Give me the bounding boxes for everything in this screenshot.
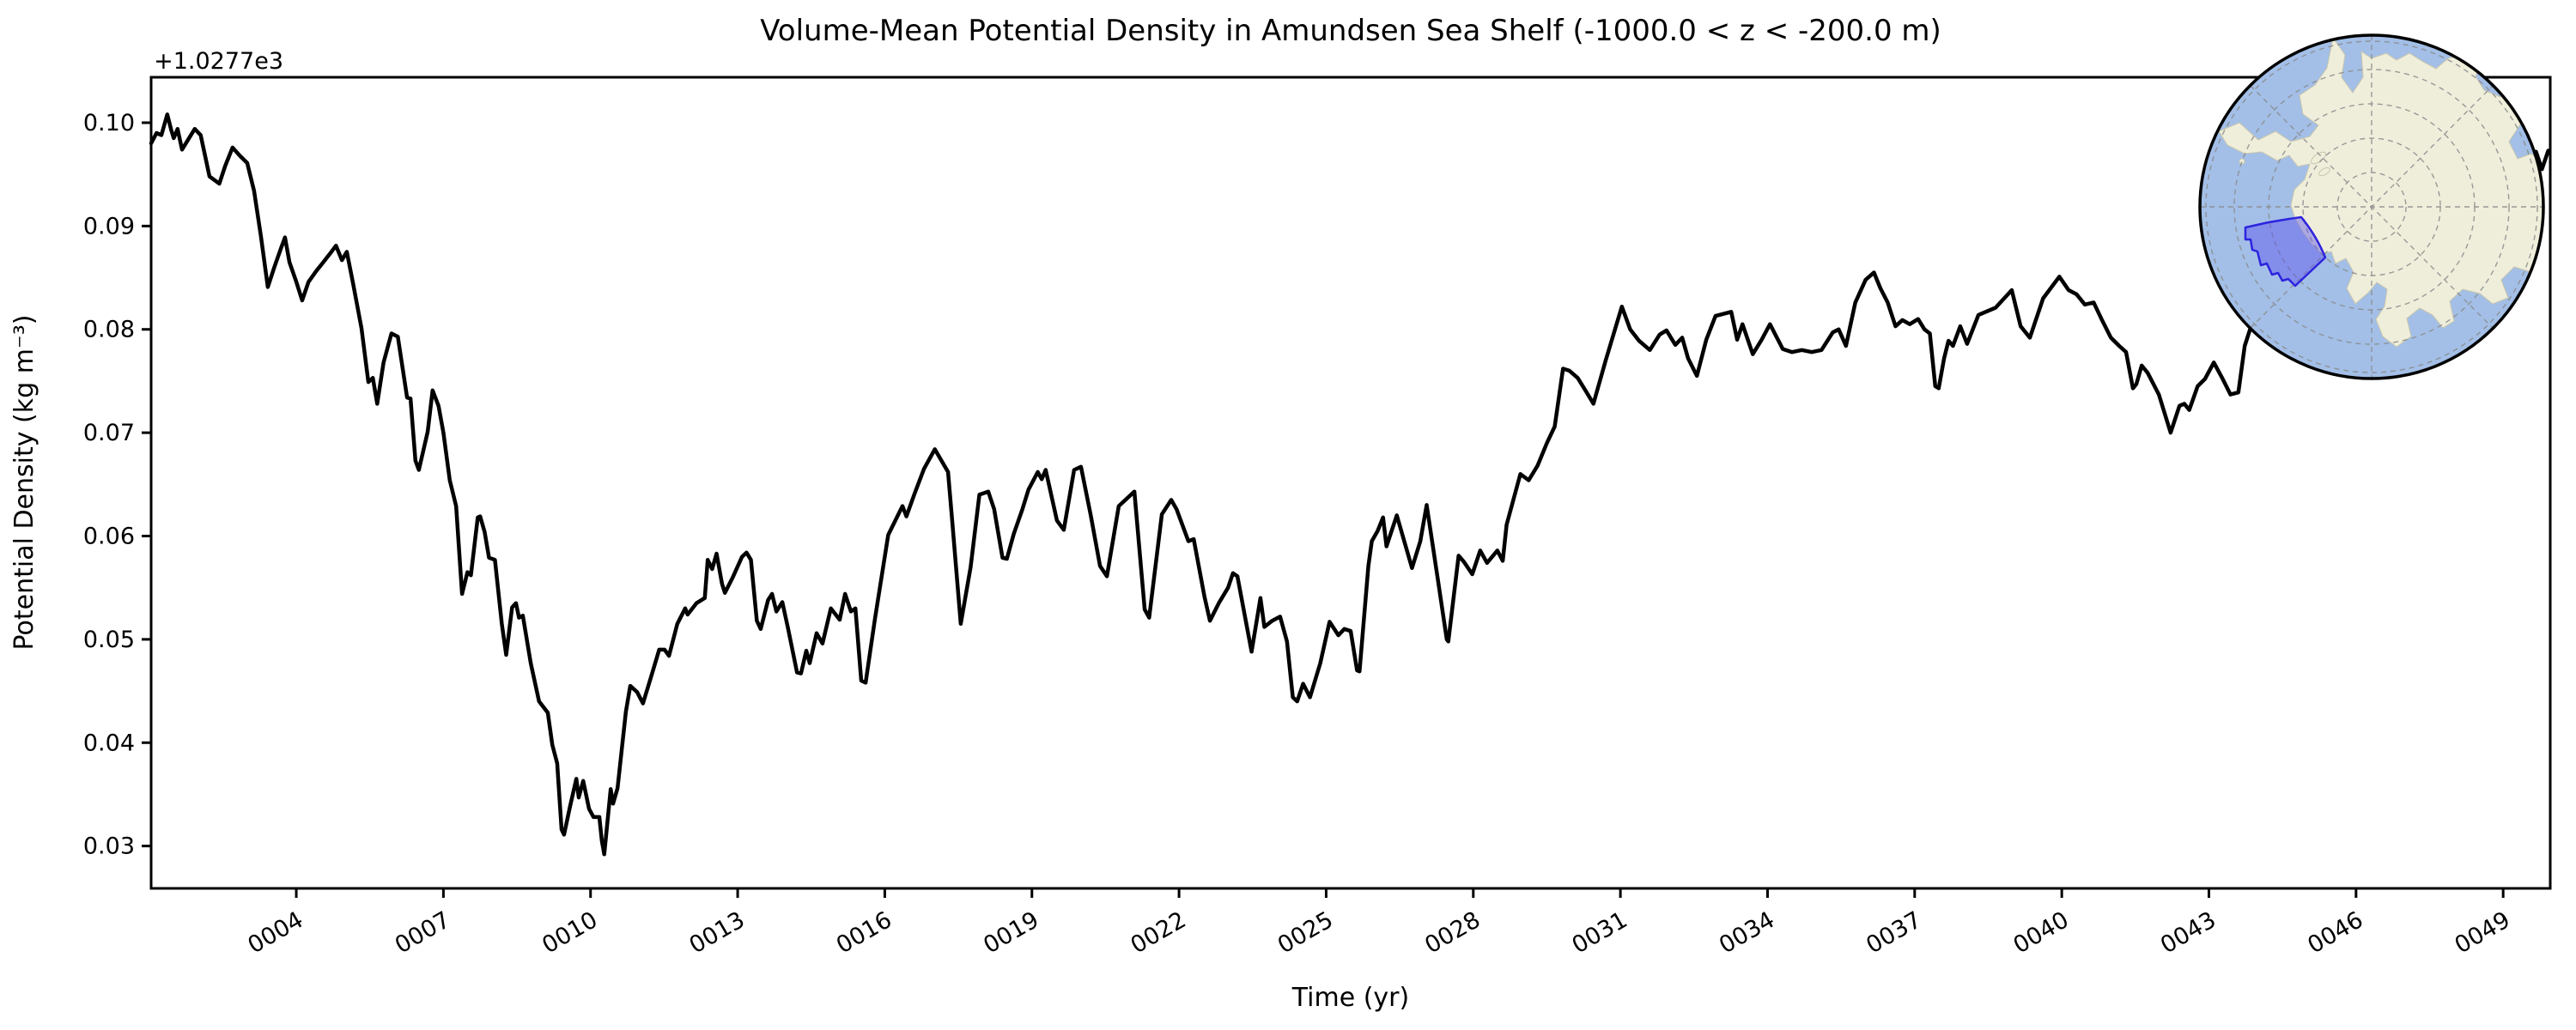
y-tick-label: 0.10 <box>83 110 135 136</box>
x-tick-label: 0028 <box>1420 906 1485 959</box>
plot-area: 0004 0007 0010 0013 0016 0019 0022 0025 0028 0031… <box>83 76 2552 959</box>
x-tick-label: 0016 <box>832 906 896 959</box>
island <box>2318 167 2330 177</box>
chart-title: Volume-Mean Potential Density in Amundse… <box>760 14 1941 48</box>
x-tick-label: 0019 <box>979 906 1043 959</box>
x-tick-label: 0013 <box>685 906 750 959</box>
x-tick-label: 0031 <box>1568 906 1632 959</box>
y-axis-label: Potential Density (kg m⁻³) <box>9 315 39 651</box>
inset-map-antarctica <box>2198 33 2545 380</box>
y-tick-label: 0.05 <box>83 627 135 653</box>
x-axis-label: Time (yr) <box>1291 983 1409 1013</box>
island <box>2239 158 2245 165</box>
x-tick-label: 0007 <box>391 906 455 959</box>
x-tick-label: 0040 <box>2009 906 2074 959</box>
map-graticule <box>2200 35 2543 379</box>
x-tick-label: 0043 <box>2156 906 2221 959</box>
y-tick-label: 0.07 <box>83 420 135 446</box>
x-tick-label: 0049 <box>2451 906 2515 959</box>
x-tick-label: 0004 <box>244 906 308 959</box>
y-tick-label: 0.03 <box>83 833 135 860</box>
y-tick-label: 0.06 <box>83 523 135 549</box>
axis-ticks <box>142 121 2505 898</box>
x-tick-label: 0025 <box>1273 906 1338 959</box>
y-tick-label: 0.08 <box>83 317 135 343</box>
x-tick-label: 0046 <box>2303 906 2367 959</box>
x-tick-label: 0037 <box>1862 906 1926 959</box>
axis-tick-labels: 0004 0007 0010 0013 0016 0019 0022 0025 0028 0031… <box>83 110 2515 959</box>
y-tick-label: 0.09 <box>83 213 135 239</box>
y-tick-label: 0.04 <box>83 730 135 756</box>
highlighted-region-amundsen-sea-shelf <box>2244 215 2327 288</box>
potential-density-line <box>149 112 2550 857</box>
x-tick-label: 0022 <box>1127 906 1191 959</box>
y-axis-offset-label: +1.0277e3 <box>154 48 283 75</box>
map-border-circle <box>2198 33 2545 380</box>
x-tick-label: 0034 <box>1715 906 1779 959</box>
x-tick-label: 0010 <box>538 906 602 959</box>
plot-border <box>149 76 2552 890</box>
